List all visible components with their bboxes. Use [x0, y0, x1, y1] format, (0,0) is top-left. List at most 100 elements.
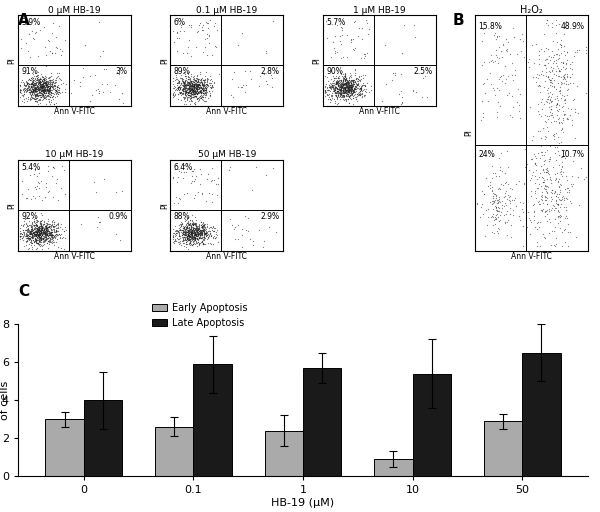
Point: [47, 29, 57, 37]
Point: [191, 172, 201, 180]
Point: [342, 78, 352, 86]
Point: [35, 79, 45, 88]
Point: [340, 79, 350, 88]
Point: [33, 225, 43, 233]
Point: [44, 82, 53, 91]
Point: [262, 49, 271, 57]
Point: [500, 199, 509, 207]
Point: [38, 227, 48, 236]
Point: [267, 82, 277, 91]
Point: [320, 87, 330, 95]
Point: [169, 237, 179, 245]
Point: [208, 81, 217, 89]
Point: [46, 80, 56, 88]
Point: [544, 204, 554, 212]
Point: [347, 81, 357, 89]
Point: [34, 223, 44, 231]
Point: [187, 232, 197, 240]
Point: [346, 86, 356, 94]
Point: [197, 228, 206, 236]
Point: [226, 91, 236, 99]
Point: [31, 236, 40, 244]
Point: [540, 116, 550, 124]
Point: [196, 88, 205, 96]
Point: [115, 70, 124, 78]
Point: [341, 79, 350, 87]
Point: [199, 232, 208, 241]
Point: [25, 244, 34, 252]
Point: [208, 77, 217, 85]
Point: [39, 85, 49, 93]
Point: [338, 72, 347, 80]
Point: [198, 87, 208, 95]
Point: [356, 77, 365, 85]
Point: [28, 85, 38, 93]
Point: [338, 70, 348, 78]
Point: [29, 217, 39, 225]
Point: [553, 45, 562, 53]
Text: 6.4%: 6.4%: [174, 163, 193, 172]
Point: [479, 29, 488, 37]
Point: [35, 222, 45, 230]
Point: [189, 83, 199, 92]
Point: [199, 231, 209, 239]
Point: [336, 82, 346, 90]
Point: [46, 82, 56, 90]
Point: [358, 89, 367, 97]
Point: [187, 85, 197, 93]
Point: [488, 58, 497, 66]
Point: [26, 229, 35, 238]
Point: [20, 81, 29, 89]
Point: [42, 234, 52, 242]
Point: [193, 232, 202, 241]
Point: [354, 90, 364, 98]
Point: [350, 82, 360, 90]
Point: [182, 238, 191, 246]
Point: [44, 87, 54, 95]
Point: [190, 80, 200, 89]
Point: [194, 84, 203, 93]
Point: [500, 189, 510, 197]
Point: [339, 89, 349, 97]
Point: [485, 184, 495, 192]
Point: [43, 87, 52, 95]
Point: [196, 226, 205, 234]
Point: [25, 30, 34, 38]
Point: [194, 232, 203, 241]
Point: [30, 236, 40, 244]
Point: [30, 83, 40, 91]
Point: [179, 161, 189, 169]
Point: [200, 84, 209, 92]
Point: [519, 179, 529, 187]
Point: [31, 228, 41, 236]
Point: [186, 230, 196, 238]
Point: [32, 76, 42, 84]
Point: [46, 226, 56, 234]
Point: [542, 168, 551, 176]
Point: [25, 82, 34, 91]
Point: [49, 231, 59, 240]
Point: [561, 77, 571, 85]
Point: [182, 88, 191, 96]
Point: [51, 227, 61, 236]
Point: [32, 221, 42, 229]
Point: [44, 222, 53, 230]
Point: [197, 224, 207, 232]
Point: [37, 229, 47, 237]
Point: [186, 79, 196, 88]
Point: [52, 230, 62, 239]
Point: [354, 72, 364, 80]
Point: [199, 90, 209, 98]
Point: [335, 85, 345, 93]
Point: [343, 80, 352, 89]
Point: [26, 81, 35, 90]
Point: [320, 88, 330, 96]
Point: [20, 225, 30, 233]
Point: [35, 237, 44, 245]
Point: [537, 187, 547, 196]
Point: [188, 88, 197, 96]
Point: [560, 99, 570, 107]
Point: [364, 88, 374, 96]
Point: [191, 224, 200, 232]
Point: [568, 65, 577, 73]
